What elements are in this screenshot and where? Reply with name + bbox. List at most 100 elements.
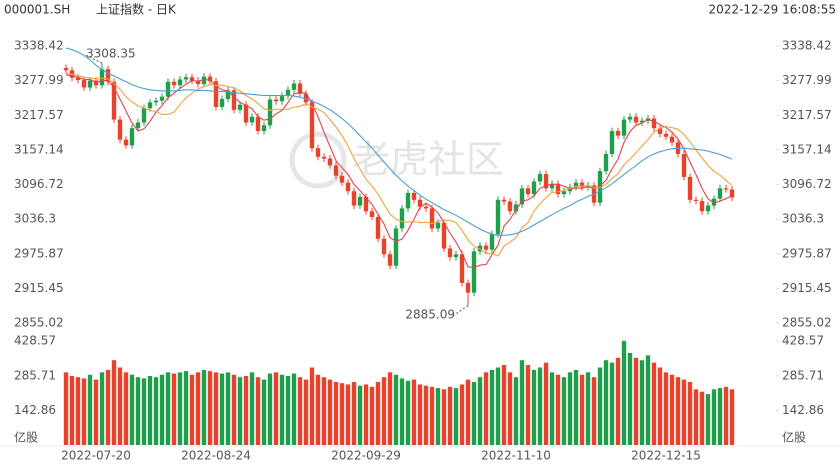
volume-bar <box>141 378 147 445</box>
candle-body <box>531 181 537 195</box>
candle-body <box>417 199 423 207</box>
volume-bar <box>483 372 489 445</box>
y-tick-label-right: 2975.87 <box>782 246 832 260</box>
volume-bar <box>375 382 381 445</box>
volume-bar <box>663 372 669 445</box>
volume-bar <box>669 374 675 445</box>
volume-bar <box>435 388 441 445</box>
x-tick-label: 2022-12-15 <box>631 449 701 463</box>
volume-bar <box>699 391 705 445</box>
candle-body <box>291 83 297 90</box>
volume-bar <box>465 379 471 445</box>
candle-body <box>681 153 687 177</box>
candle-body <box>93 80 99 86</box>
volume-bar <box>495 367 501 445</box>
candle-body <box>261 125 267 132</box>
volume-bar <box>231 374 237 445</box>
volume-bar <box>411 379 417 445</box>
candle-body <box>357 196 363 206</box>
volume-bar <box>501 365 507 445</box>
candle-body <box>183 77 189 80</box>
volume-bar <box>195 372 201 445</box>
volume-bar <box>117 367 123 445</box>
candle-body <box>375 217 381 239</box>
y-tick-label: 3157.14 <box>14 142 64 156</box>
y-tick-label-right: 3277.99 <box>782 73 832 87</box>
candle-body <box>525 188 531 195</box>
y-tick-label-right: 2855.02 <box>782 316 832 330</box>
y-tick-label: 3338.42 <box>14 39 64 53</box>
candle-body <box>297 83 303 94</box>
volume-bar <box>627 352 633 445</box>
watermark-group: 老虎社区 <box>289 131 504 189</box>
y-tick-label-right: 3096.72 <box>782 177 832 191</box>
candle-body <box>705 205 711 212</box>
volume-bar <box>327 379 333 445</box>
volume-bar <box>357 385 363 445</box>
volume-bar <box>243 375 249 445</box>
watermark: 老虎社区 <box>352 138 504 182</box>
y-tick-label: 2975.87 <box>14 246 64 260</box>
y-tick-label-right: 2915.45 <box>782 281 832 295</box>
volume-bar <box>135 377 141 445</box>
y-tick-label-right: 3217.57 <box>782 108 832 122</box>
volume-bar <box>675 377 681 445</box>
volume-bar <box>525 365 531 445</box>
candle-body <box>711 198 717 206</box>
y-tick-label: 2915.45 <box>14 281 64 295</box>
volume-bar <box>573 369 579 445</box>
volume-bar <box>537 367 543 445</box>
candle-body <box>255 116 261 132</box>
candle-body <box>321 156 327 159</box>
volume-bar <box>567 372 573 445</box>
y-tick-label: 3096.72 <box>14 177 64 191</box>
volume-bar <box>381 377 387 445</box>
symbol: 000001.SH <box>4 3 70 17</box>
high-leader <box>85 54 103 64</box>
volume-tick-label-right: 285.71 <box>782 368 824 382</box>
volume-bar <box>93 379 99 445</box>
volume-bar <box>279 374 285 445</box>
moving-average-line <box>65 73 733 257</box>
candle-body <box>279 96 285 102</box>
low-annotation: 2885.09 <box>405 307 455 321</box>
volume-bar <box>579 374 585 445</box>
volume-bar <box>693 389 699 445</box>
volume-bar <box>81 378 87 445</box>
volume-bar <box>723 386 729 445</box>
volume-bar <box>729 389 735 445</box>
candle-body <box>549 183 555 189</box>
candle-body <box>639 120 645 123</box>
y-tick-label-right: 3338.42 <box>782 39 832 53</box>
y-tick-label: 2855.02 <box>14 316 64 330</box>
candle-body <box>99 69 105 86</box>
volume-bar <box>387 372 393 445</box>
volume-bar <box>615 357 621 445</box>
volume-bar <box>453 388 459 445</box>
volume-bar <box>369 386 375 445</box>
candle-body <box>225 90 231 99</box>
candle-body <box>237 104 243 110</box>
candle-body <box>441 222 447 249</box>
y-tick-label: 3036.3 <box>14 212 56 226</box>
volume-bar <box>261 379 267 445</box>
volume-bar <box>219 373 225 445</box>
candle-body <box>609 131 615 154</box>
volume-bar <box>105 369 111 445</box>
candle-body <box>243 104 249 123</box>
candle-body <box>201 76 207 85</box>
y-tick-label: 3217.57 <box>14 108 64 122</box>
candle-body <box>537 174 543 182</box>
candle-body <box>411 192 417 200</box>
candle-body <box>621 119 627 136</box>
volume-tick-label: 428.57 <box>14 334 56 348</box>
candle-body <box>633 116 639 123</box>
candle-body <box>273 99 279 102</box>
volume-bar <box>285 375 291 445</box>
volume-tick-label: 142.86 <box>14 403 56 417</box>
candle-body <box>249 116 255 123</box>
volume-bar <box>297 377 303 445</box>
volume-bar <box>309 367 315 445</box>
volume-bar <box>225 372 231 445</box>
